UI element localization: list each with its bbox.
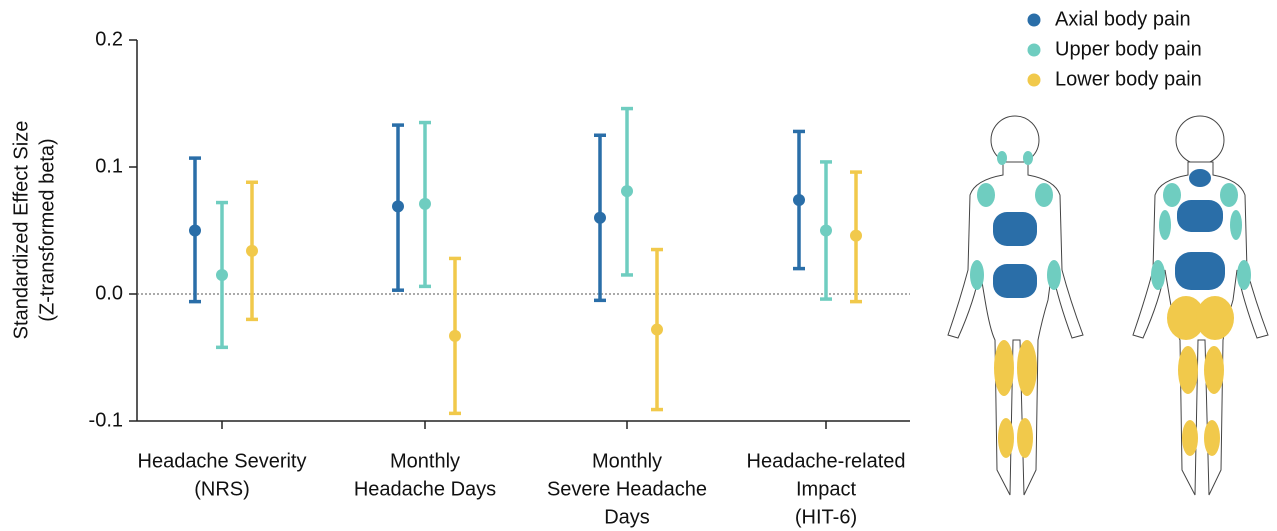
point (850, 230, 862, 242)
point (392, 200, 404, 212)
point (189, 225, 201, 237)
x-tick-label: Monthly (592, 450, 662, 472)
x-tick-label: Days (604, 506, 650, 528)
point (621, 185, 633, 197)
point (651, 324, 663, 336)
x-tick-label: Severe Headache (547, 478, 707, 500)
x-tick-label: Monthly (390, 450, 460, 472)
y-axis-label: Standardized Effect Size (10, 121, 32, 340)
y-tick-label: 0.0 (95, 282, 123, 304)
chart: 0.2 0.1 0.0 -0.1 Standardized Effect Size(Z-… (0, 0, 1277, 531)
x-tick-label: Headache-related (747, 450, 906, 472)
point (449, 330, 461, 342)
x-tick-label: Headache Severity (138, 450, 307, 472)
point (820, 225, 832, 237)
legend-label: Lower body pain (1055, 68, 1202, 90)
point (216, 269, 228, 281)
body-illustration (948, 116, 1268, 495)
point (246, 245, 258, 257)
legend-marker (1028, 44, 1041, 57)
y-axis-label: (Z-transformed beta) (36, 138, 58, 321)
y-tick-label: 0.2 (95, 28, 123, 50)
x-tick-label: Headache Days (354, 478, 496, 500)
legend-label: Upper body pain (1055, 38, 1202, 60)
legend-marker (1028, 14, 1041, 27)
x-tick-label: (HIT-6) (795, 506, 857, 528)
y-tick-label: 0.1 (95, 155, 123, 177)
point (594, 212, 606, 224)
legend-label: Axial body pain (1055, 8, 1191, 30)
x-tick-label: Impact (796, 478, 856, 500)
y-tick-label: -0.1 (89, 409, 123, 431)
x-tick-label: (NRS) (194, 478, 250, 500)
point (793, 194, 805, 206)
point (419, 198, 431, 210)
legend-marker (1028, 74, 1041, 87)
